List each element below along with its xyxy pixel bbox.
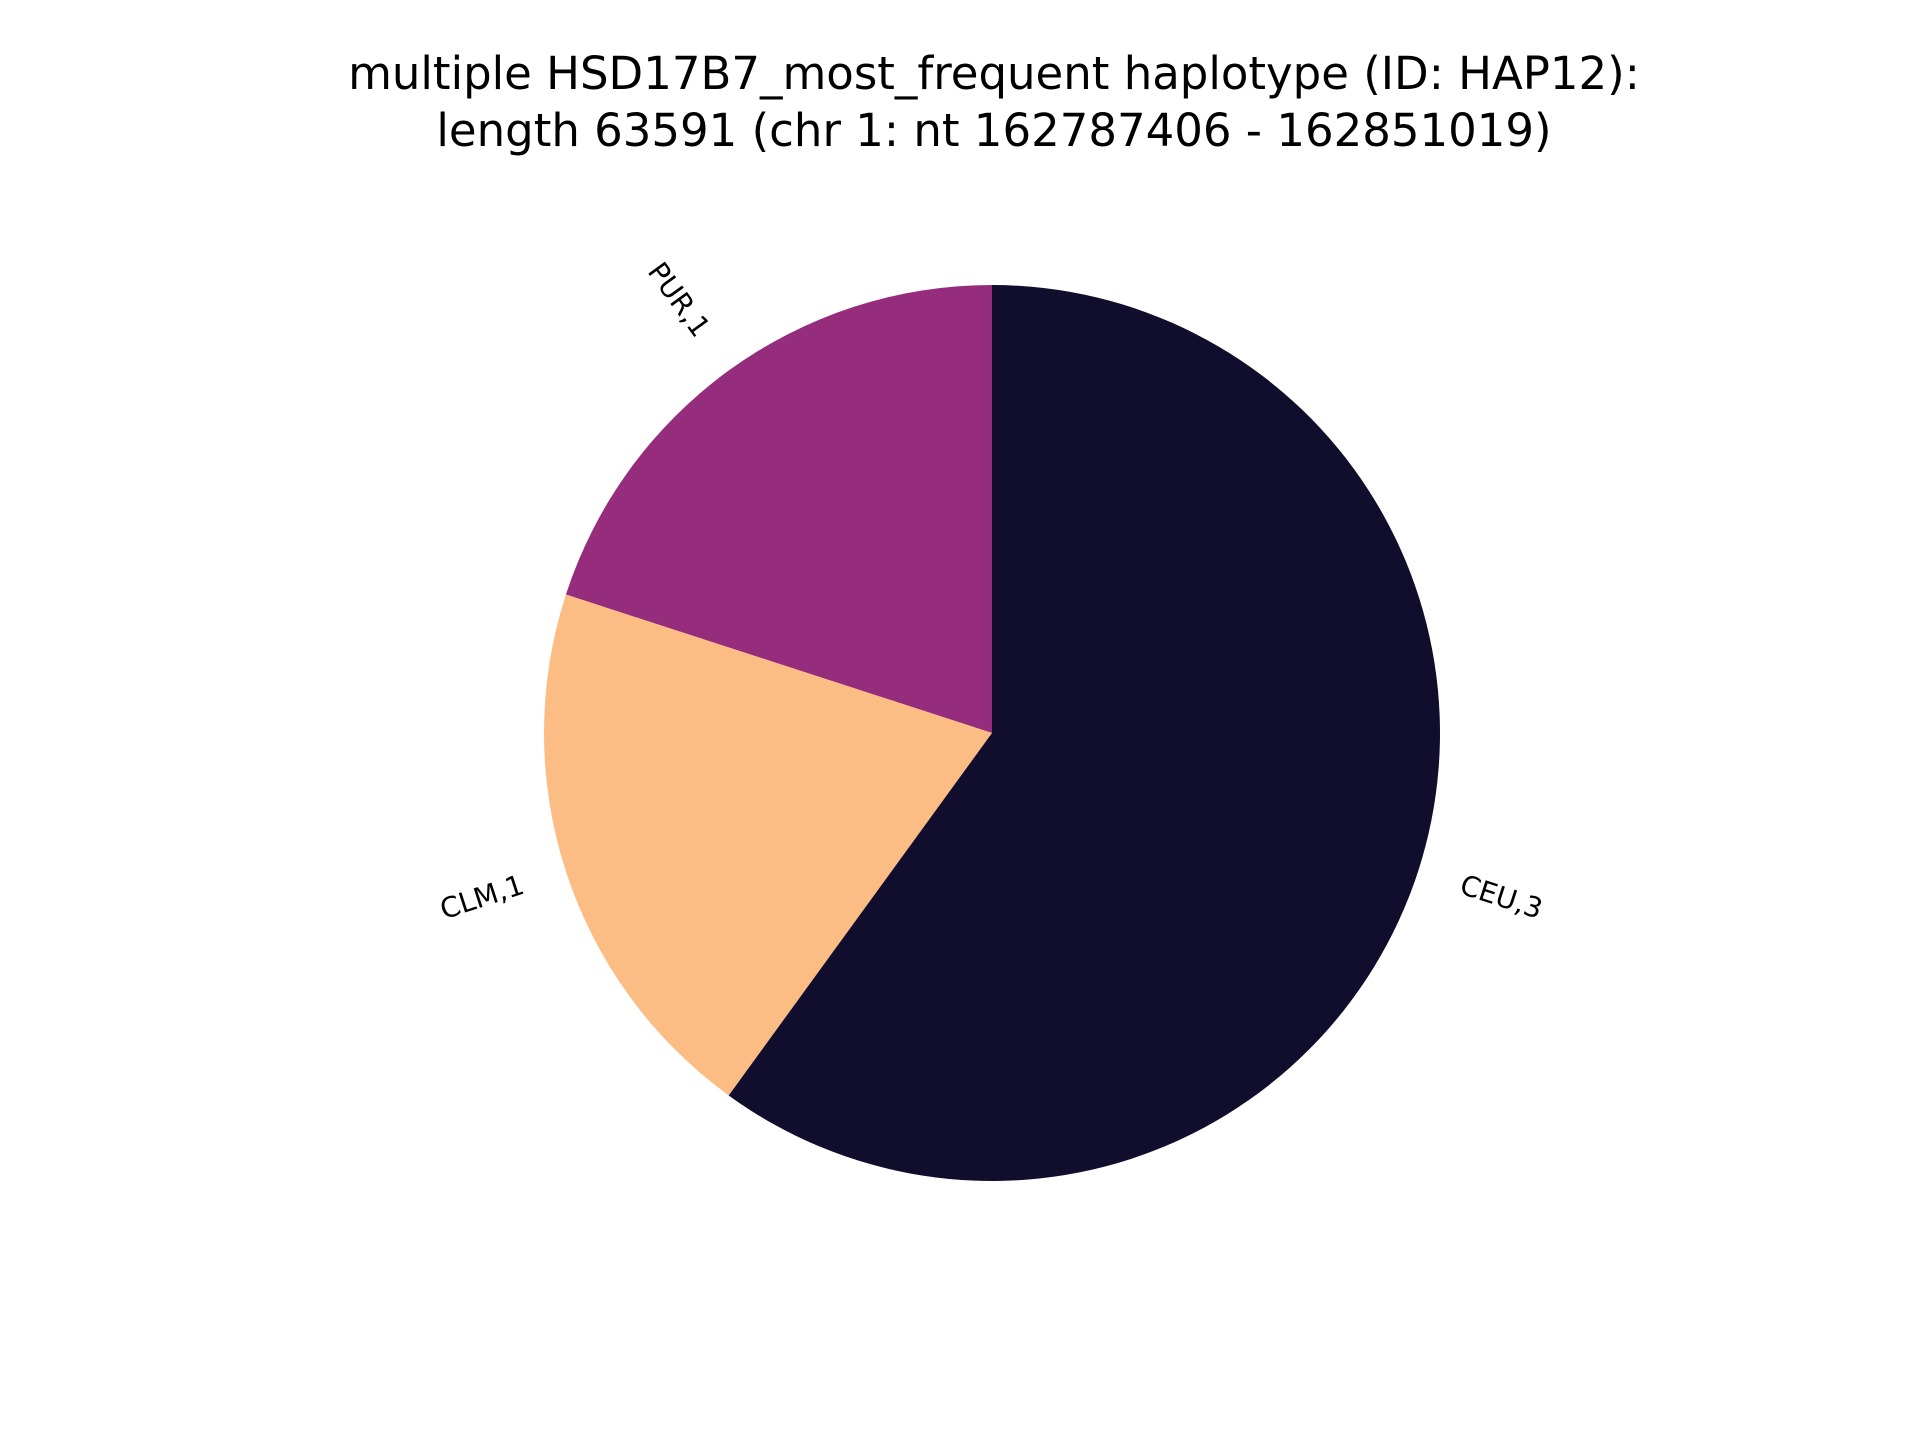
pie-slice-clm bbox=[544, 594, 992, 1096]
pie-slice-label-pur: PUR,1 bbox=[641, 256, 717, 343]
pie-slice-label-clm: CLM,1 bbox=[436, 868, 528, 926]
chart-title-line-1: multiple HSD17B7_most_frequent haplotype… bbox=[348, 47, 1640, 100]
pie-slice-pur bbox=[565, 285, 992, 733]
pie-slice-ceu bbox=[728, 284, 1440, 1181]
pie-slice-label-ceu: CEU,3 bbox=[1456, 868, 1547, 925]
pie-slices bbox=[544, 284, 1440, 1181]
chart-title-line-2: length 63591 (chr 1: nt 162787406 - 1628… bbox=[436, 104, 1551, 157]
